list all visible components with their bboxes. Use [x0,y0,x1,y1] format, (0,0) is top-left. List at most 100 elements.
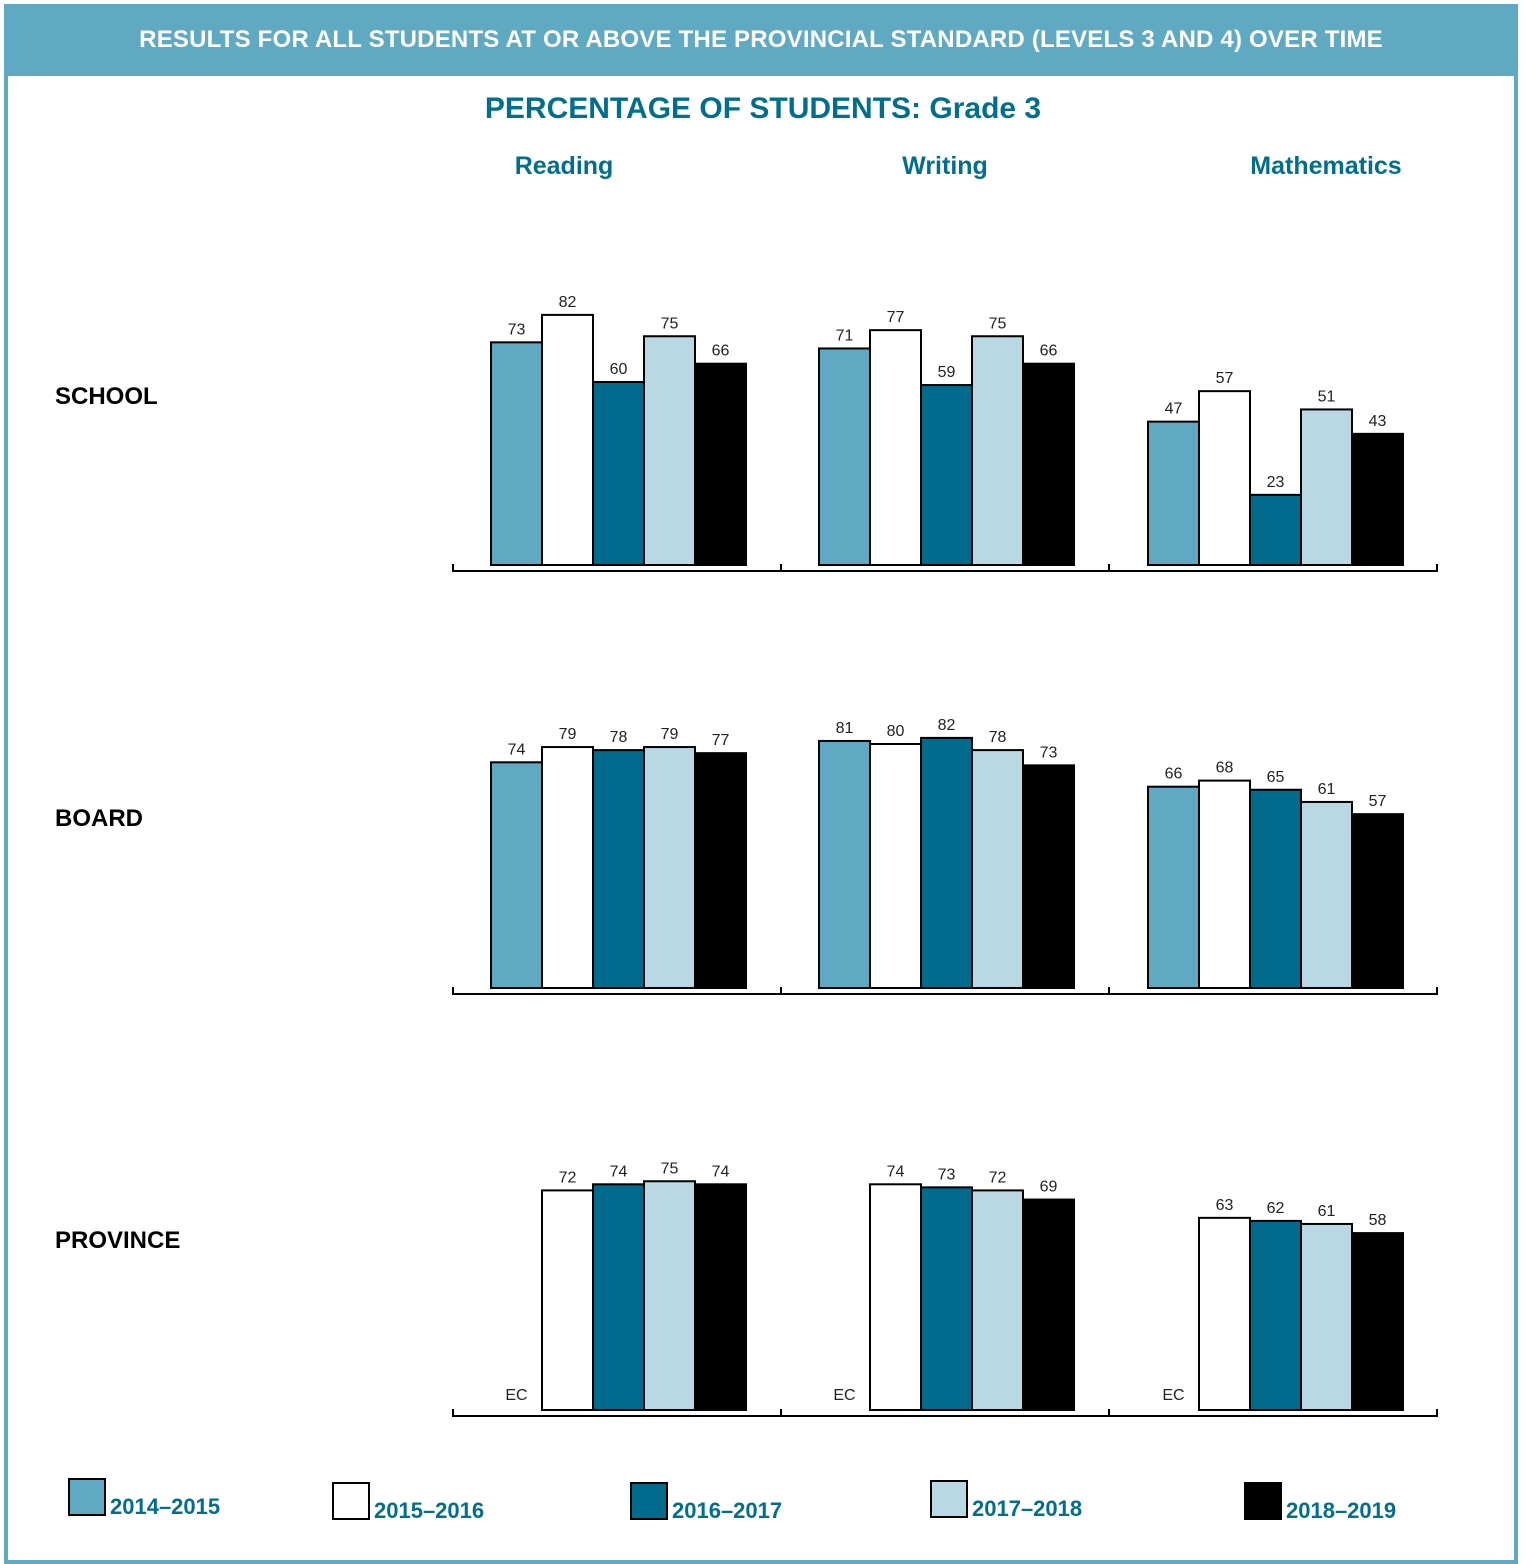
bar-board-reading-2017-2018-value-label: 79 [661,726,679,743]
legend-item-2016-2017: 2016–2017 [630,1482,782,1523]
legend-item-2014-2015: 2014–2015 [68,1478,220,1519]
bar-province-reading-2015-2016 [541,1189,594,1412]
bar-school-reading-2017-2018 [643,335,696,566]
bar-board-writing-2015-2016-value-label: 80 [887,723,905,740]
bar-school-mathematics-2015-2016 [1198,390,1251,566]
chart-title: PERCENTAGE OF STUDENTS: Grade 3 [484,92,1042,125]
bar-province-writing-2016-2017 [920,1186,973,1411]
legend-item-2015-2016: 2015–2016 [332,1482,484,1523]
bar-school-mathematics-2014-2015 [1147,420,1200,566]
bar-board-mathematics-2018-2019 [1351,813,1404,990]
legend-label-2017-2018: 2017–2018 [972,1496,1083,1521]
bar-province-reading-2016-2017-value-label: 74 [610,1163,628,1180]
bar-school-mathematics-2018-2019-value-label: 43 [1369,413,1387,430]
legend-swatch-2018-2019 [1244,1482,1282,1520]
legend-label-2015-2016: 2015–2016 [374,1498,485,1523]
bar-school-writing-2016-2017 [920,384,973,566]
subject-header-writing: Writing [902,152,988,180]
legend-label-2016-2017: 2016–2017 [672,1498,783,1523]
bar-board-reading-2018-2019 [694,752,747,990]
bar-board-mathematics-2014-2015-value-label: 66 [1165,766,1183,783]
bar-board-mathematics-2018-2019-value-label: 57 [1369,793,1387,810]
bar-board-reading-2015-2016-value-label: 79 [559,726,577,743]
bar-board-writing-2015-2016 [869,743,922,989]
bar-school-reading-2015-2016-value-label: 82 [559,294,577,311]
bar-school-reading-2014-2015-value-label: 73 [508,321,526,338]
bar-school-mathematics-2014-2015-value-label: 47 [1165,401,1183,418]
bar-board-reading-2015-2016 [541,746,594,989]
bar-school-writing-2014-2015 [818,347,871,567]
bar-board-writing-2018-2019 [1022,764,1075,989]
bar-school-writing-2017-2018-value-label: 75 [989,315,1007,332]
bar-province-writing-2018-2019-value-label: 69 [1040,1179,1058,1196]
bar-board-reading-2016-2017 [592,749,645,989]
bar-province-reading-2017-2018 [643,1180,696,1411]
bar-board-writing-2014-2015 [818,739,871,990]
bar-province-reading-2018-2019-value-label: 74 [712,1163,730,1180]
banner-title: RESULTS FOR ALL STUDENTS AT OR ABOVE THE… [4,4,1518,76]
legend-swatch-2017-2018 [930,1480,968,1518]
bar-school-reading-2018-2019 [694,362,747,567]
bar-school-writing-2015-2016-value-label: 77 [887,309,905,326]
legend-item-2017-2018: 2017–2018 [930,1480,1082,1521]
bar-province-writing-2018-2019 [1022,1198,1075,1412]
bar-province-mathematics-2015-2016 [1198,1216,1251,1411]
bar-school-mathematics-2018-2019 [1351,432,1404,566]
bar-board-reading-2016-2017-value-label: 78 [610,729,628,746]
bar-board-reading-2017-2018 [643,746,696,989]
bar-school-writing-2015-2016 [869,329,922,566]
legend-swatch-2015-2016 [332,1482,370,1520]
bar-province-writing-2015-2016 [869,1183,922,1412]
bar-school-reading-2015-2016 [541,313,594,566]
bar-school-mathematics-2017-2018-value-label: 51 [1318,388,1336,405]
bar-province-mathematics-2016-2017-value-label: 62 [1267,1200,1285,1217]
bar-province-writing-2016-2017-value-label: 73 [938,1166,956,1183]
bar-board-mathematics-2016-2017 [1249,788,1302,989]
row-label-board: BOARD [55,805,143,832]
bar-school-reading-2018-2019-value-label: 66 [712,343,730,360]
bar-board-reading-2014-2015-value-label: 74 [508,741,526,758]
legend-swatch-2014-2015 [68,1478,106,1516]
bar-board-writing-2014-2015-value-label: 81 [836,720,854,737]
legend-swatch-2016-2017 [630,1482,668,1520]
bar-board-writing-2017-2018 [971,749,1024,989]
legend-item-2018-2019: 2018–2019 [1244,1482,1396,1523]
bar-board-writing-2018-2019-value-label: 73 [1040,744,1058,761]
bar-board-writing-2016-2017 [920,736,973,990]
bar-province-mathematics-2017-2018-value-label: 61 [1318,1203,1336,1220]
bar-board-writing-2017-2018-value-label: 78 [989,729,1007,746]
bar-board-mathematics-2015-2016 [1198,779,1251,989]
bar-school-reading-2017-2018-value-label: 75 [661,315,679,332]
bar-province-writing-2017-2018 [971,1189,1024,1412]
bar-province-mathematics-2014-2015-value-label: EC [1162,1387,1184,1404]
bar-school-writing-2016-2017-value-label: 59 [938,364,956,381]
bar-province-reading-2015-2016-value-label: 72 [559,1169,577,1186]
bar-board-reading-2018-2019-value-label: 77 [712,732,730,749]
subject-header-mathematics: Mathematics [1250,152,1402,180]
bar-school-mathematics-2016-2017 [1249,493,1302,567]
subject-header-reading: Reading [514,152,614,180]
bar-school-mathematics-2017-2018 [1300,408,1353,567]
bar-school-mathematics-2016-2017-value-label: 23 [1267,474,1285,491]
legend-label-2014-2015: 2014–2015 [110,1494,221,1519]
legend-label-2018-2019: 2018–2019 [1286,1498,1397,1523]
bar-board-mathematics-2017-2018 [1300,800,1353,990]
bar-province-reading-2014-2015-value-label: EC [505,1387,527,1404]
bar-board-mathematics-2014-2015 [1147,785,1200,990]
bar-board-mathematics-2015-2016-value-label: 68 [1216,760,1234,777]
row-label-school: SCHOOL [55,383,158,410]
bar-province-reading-2018-2019 [694,1183,747,1412]
bar-province-writing-2017-2018-value-label: 72 [989,1169,1007,1186]
bar-school-writing-2018-2019-value-label: 66 [1040,343,1058,360]
bar-school-writing-2014-2015-value-label: 71 [836,327,854,344]
bar-school-reading-2014-2015 [490,341,543,566]
bar-province-writing-2015-2016-value-label: 74 [887,1163,905,1180]
bar-province-writing-2014-2015-value-label: EC [833,1387,855,1404]
bar-province-mathematics-2018-2019 [1351,1232,1404,1411]
bar-province-mathematics-2016-2017 [1249,1219,1302,1412]
bar-board-writing-2016-2017-value-label: 82 [938,717,956,734]
bar-board-reading-2014-2015 [490,761,543,989]
bar-school-reading-2016-2017-value-label: 60 [610,361,628,378]
bar-province-mathematics-2015-2016-value-label: 63 [1216,1197,1234,1214]
